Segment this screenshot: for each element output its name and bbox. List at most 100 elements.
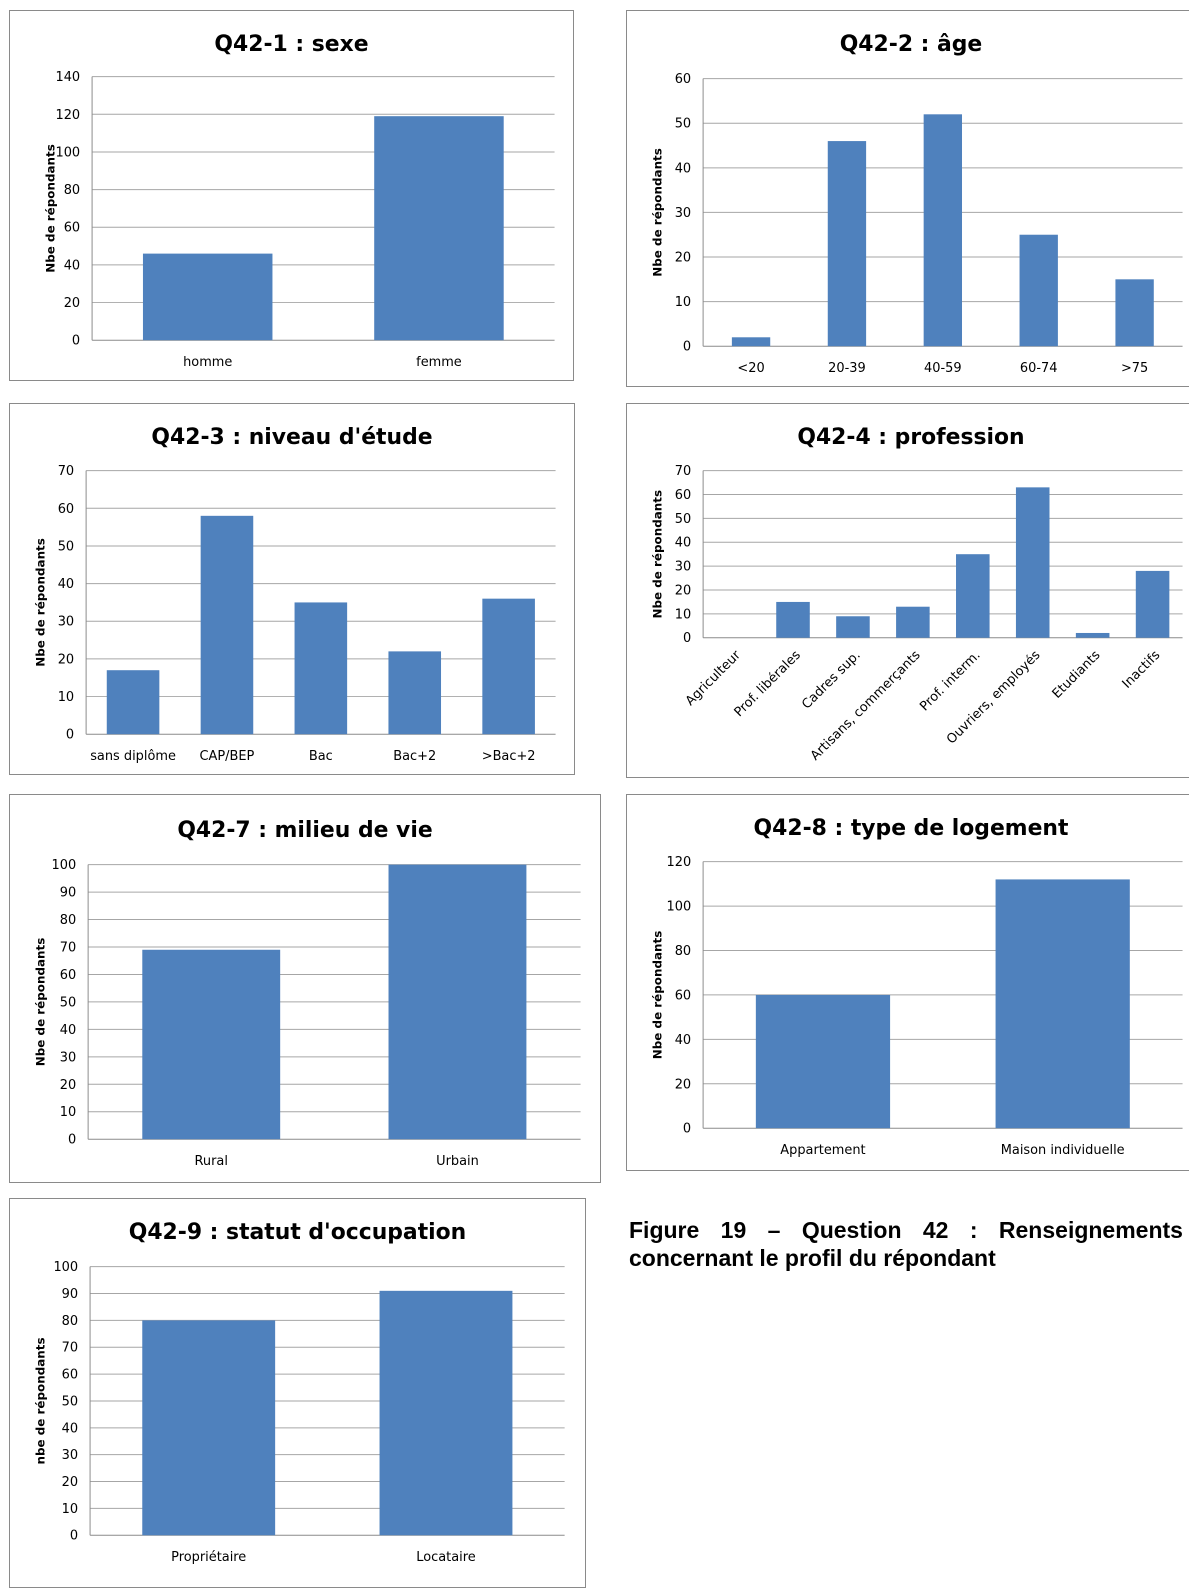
y-tick-label: 20 (62, 1475, 78, 1490)
chart-title: Q42-4 : profession (797, 425, 1024, 450)
bar (1075, 632, 1110, 638)
figure-caption: Figure 19 – Question 42 : Renseignements… (629, 1216, 1189, 1272)
bar (142, 253, 273, 341)
y-tick-label: 10 (675, 295, 691, 310)
x-category-label: Etudiants (1050, 648, 1104, 702)
y-tick-label: 80 (60, 913, 76, 928)
chart-svg: Q42-7 : milieu de vie 0 10 20 30 40 50 60 70 80 90… (33, 818, 581, 1169)
x-category-label: >75 (1121, 361, 1148, 376)
bar (1115, 279, 1154, 347)
y-tick-label: 0 (68, 1133, 76, 1148)
x-category-label: Locataire (416, 1550, 476, 1565)
bar (142, 949, 281, 1140)
bar (379, 1290, 513, 1536)
bar (1019, 234, 1058, 347)
y-axis-label: Nbe de répondants (33, 538, 47, 667)
chart-title: Q42-2 : âge (840, 32, 983, 57)
y-tick-label: 30 (60, 1050, 76, 1065)
bar (1135, 570, 1170, 638)
x-category-label: >Bac+2 (482, 749, 536, 764)
bar (755, 994, 891, 1129)
y-tick-label: 90 (60, 886, 76, 901)
y-tick-label: 20 (675, 1077, 691, 1092)
chart-svg: Q42-1 : sexe 0 20 40 60 80 100 120 140 Nbe de rép… (43, 32, 555, 370)
bar (142, 1320, 276, 1536)
y-tick-label: 20 (675, 250, 691, 265)
y-tick-label: 60 (675, 488, 691, 503)
bar (956, 554, 990, 638)
chart-q42-2: Q42-2 : âge 0 10 20 30 40 50 60 Nbe de répondant… (626, 10, 1189, 387)
y-tick-label: 60 (60, 968, 76, 983)
caption-line-2: concernant le profil du répondant (629, 1245, 996, 1271)
x-category-label: Appartement (780, 1143, 865, 1158)
bar (200, 515, 254, 735)
y-tick-label: 0 (66, 728, 74, 743)
x-category-label: Cadres sup. (799, 648, 863, 712)
chart-svg: Q42-3 : niveau d'étude 0 10 20 30 40 50 60 70 Nbe… (33, 425, 556, 764)
y-tick-label: 30 (675, 560, 691, 575)
x-category-label: Prof. interm. (917, 648, 983, 714)
y-tick-label: 50 (62, 1394, 78, 1409)
y-tick-label: 100 (667, 900, 692, 915)
y-tick-label: 70 (58, 464, 74, 479)
y-tick-label: 10 (60, 1105, 76, 1120)
y-tick-label: 40 (675, 536, 691, 551)
y-tick-label: 100 (52, 858, 77, 873)
y-tick-label: 120 (56, 108, 81, 123)
chart-title: Q42-3 : niveau d'étude (151, 425, 432, 450)
y-tick-label: 20 (675, 583, 691, 598)
x-category-label: Propriétaire (171, 1550, 246, 1565)
chart-q42-1: Q42-1 : sexe 0 20 40 60 80 100 120 140 Nbe de rép… (9, 10, 574, 381)
x-category-label: Bac+2 (393, 749, 436, 764)
y-tick-label: 20 (64, 296, 80, 311)
x-category-label: sans diplôme (90, 749, 176, 764)
y-tick-label: 10 (62, 1502, 78, 1517)
x-category-label: 60-74 (1020, 361, 1058, 376)
bar (482, 598, 535, 735)
y-tick-label: 100 (56, 145, 81, 160)
chart-title: Q42-9 : statut d'occupation (129, 1220, 467, 1245)
x-category-label: Agriculteur (683, 647, 745, 709)
bar (776, 601, 810, 638)
y-tick-label: 50 (675, 117, 691, 132)
x-category-label: Bac (309, 749, 333, 764)
chart-title: Q42-7 : milieu de vie (177, 818, 432, 843)
x-category-label: <20 (737, 361, 764, 376)
chart-title: Q42-8 : type de logement (754, 816, 1069, 841)
y-tick-label: 120 (667, 855, 692, 870)
x-category-label: homme (183, 355, 232, 370)
y-tick-label: 60 (675, 988, 691, 1003)
chart-title: Q42-1 : sexe (214, 32, 368, 57)
y-tick-label: 40 (58, 577, 74, 592)
x-category-label: Inactifs (1120, 648, 1164, 692)
bar (923, 114, 963, 347)
bar (374, 116, 504, 341)
bar (995, 879, 1130, 1129)
x-category-label: Urbain (436, 1154, 479, 1169)
bar (388, 864, 527, 1140)
y-tick-label: 80 (675, 944, 691, 959)
chart-q42-7: Q42-7 : milieu de vie 0 10 20 30 40 50 60 70 80 90… (9, 794, 601, 1183)
y-tick-label: 0 (70, 1529, 78, 1544)
caption-line-1: Figure 19 – Question 42 : Renseignements (629, 1217, 1183, 1243)
y-tick-label: 0 (683, 340, 691, 355)
y-tick-label: 100 (53, 1260, 78, 1275)
bar (896, 606, 930, 638)
y-tick-label: 20 (58, 652, 74, 667)
y-axis-label: Nbe de répondants (650, 490, 664, 619)
chart-q42-9: Q42-9 : statut d'occupation 0 10 20 30 40 50 60… (9, 1198, 586, 1588)
y-tick-label: 30 (62, 1448, 78, 1463)
bar (388, 651, 442, 735)
y-tick-label: 50 (58, 539, 74, 554)
y-axis-label: Nbe de répondants (650, 148, 664, 277)
y-axis-label: nbe de répondants (33, 1337, 47, 1464)
chart-svg: Q42-4 : profession 0 10 20 30 40 50 60 70 Nbe de … (650, 425, 1183, 764)
y-tick-label: 90 (62, 1287, 78, 1302)
y-tick-label: 40 (675, 1033, 691, 1048)
bar (1015, 487, 1050, 638)
y-tick-label: 60 (675, 72, 691, 87)
y-tick-label: 20 (60, 1078, 76, 1093)
y-tick-label: 80 (62, 1314, 78, 1329)
chart-q42-4: Q42-4 : profession 0 10 20 30 40 50 60 70 Nbe de … (626, 403, 1189, 778)
y-tick-label: 60 (64, 221, 80, 236)
